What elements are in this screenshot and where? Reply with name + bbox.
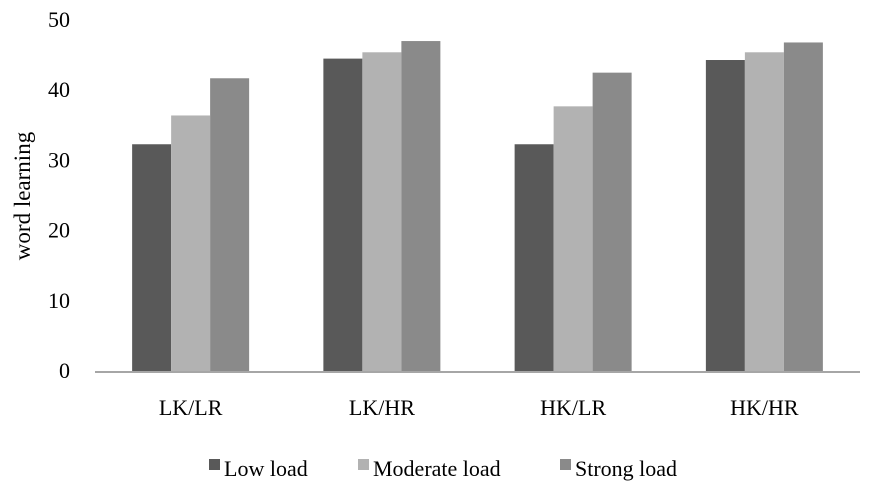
legend: Low load Moderate load Strong load	[209, 456, 677, 481]
bar-low-load-hk-lr	[514, 144, 554, 371]
legend-label: Moderate load	[373, 456, 501, 481]
y-tick-label: 20	[48, 218, 70, 243]
legend-item-moderate-load: Moderate load	[358, 456, 501, 481]
bar-moderate-load-hk-lr	[553, 106, 593, 371]
bar-low-load-lk-lr	[132, 144, 172, 371]
y-tick-label: 40	[48, 77, 70, 102]
bar-moderate-load-lk-hr	[362, 52, 402, 372]
y-axis-ticks: 0 10 20 30 40 50	[48, 7, 70, 383]
legend-item-strong-load: Strong load	[560, 456, 677, 481]
category-labels: LK/LR LK/HR HK/LR HK/HR	[159, 395, 799, 420]
bar-moderate-load-hk-hr	[744, 52, 784, 372]
bar-strong-load-lk-hr	[401, 41, 441, 372]
bar-strong-load-lk-lr	[210, 78, 250, 372]
bar-low-load-lk-hr	[323, 58, 363, 372]
category-label: HK/LR	[540, 395, 606, 420]
bar-strong-load-hk-lr	[592, 72, 632, 372]
legend-item-low-load: Low load	[209, 456, 308, 481]
category-label: HK/HR	[730, 395, 799, 420]
bars	[132, 41, 823, 372]
y-tick-label: 10	[48, 288, 70, 313]
legend-swatch	[209, 459, 220, 470]
y-tick-label: 50	[48, 7, 70, 32]
bar-low-load-hk-hr	[705, 60, 745, 371]
legend-swatch	[358, 459, 369, 470]
y-tick-label: 30	[48, 147, 70, 172]
y-tick-label: 0	[59, 358, 70, 383]
category-label: LK/HR	[349, 395, 415, 420]
bar-moderate-load-lk-lr	[171, 115, 211, 371]
category-label: LK/LR	[159, 395, 223, 420]
y-axis-title: word learning	[10, 131, 35, 260]
legend-label: Strong load	[575, 456, 677, 481]
legend-label: Low load	[224, 456, 308, 481]
bar-strong-load-hk-hr	[783, 42, 823, 372]
legend-swatch	[560, 459, 571, 470]
